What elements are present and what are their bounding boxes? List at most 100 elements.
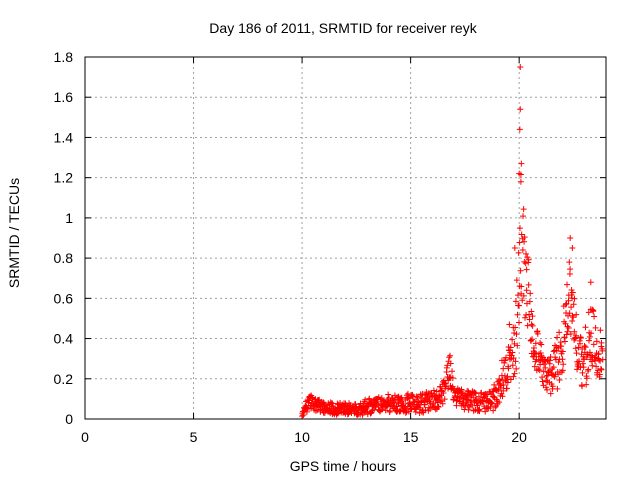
chart-title: Day 186 of 2011, SRMTID for receiver rey… <box>209 20 477 36</box>
data-point <box>585 309 592 316</box>
plot-frame <box>84 56 607 420</box>
data-point <box>597 327 604 334</box>
data-point <box>571 295 578 302</box>
data-point <box>567 266 574 273</box>
data-point <box>567 330 574 337</box>
data-point <box>573 332 580 339</box>
data-point <box>544 372 551 379</box>
data-point <box>561 338 568 345</box>
data-point <box>559 348 566 355</box>
data-point <box>492 404 499 411</box>
data-point <box>517 267 524 274</box>
data-point <box>586 349 593 356</box>
data-point <box>421 401 428 408</box>
data-point <box>513 331 520 338</box>
y-tick-label: 0.8 <box>54 250 74 266</box>
data-point <box>568 287 575 294</box>
x-tick-label: 10 <box>294 429 310 445</box>
data-point <box>390 397 397 404</box>
data-point <box>513 365 520 372</box>
data-point <box>522 250 529 257</box>
data-point <box>569 318 576 324</box>
data-point <box>577 334 584 341</box>
y-tick-label: 1.2 <box>54 170 74 186</box>
y-tick-label: 1.8 <box>54 49 74 65</box>
data-point <box>521 258 528 265</box>
data-point <box>528 308 535 315</box>
data-point <box>591 313 598 320</box>
data-point <box>564 323 571 330</box>
data-point <box>529 336 536 343</box>
data-point <box>596 371 603 378</box>
data-point <box>509 362 516 369</box>
data-point <box>588 352 595 359</box>
data-point <box>559 367 566 374</box>
data-point <box>549 383 556 390</box>
data-point <box>334 400 341 407</box>
data-point <box>583 381 590 388</box>
data-point <box>521 234 528 241</box>
data-point <box>525 256 532 263</box>
data-point <box>592 324 599 331</box>
data-point <box>443 364 450 371</box>
data-point <box>542 364 549 371</box>
data-point <box>587 279 594 286</box>
x-tick-label: 20 <box>511 429 527 445</box>
data-point <box>470 394 477 401</box>
data-point <box>599 356 606 363</box>
data-point <box>562 301 569 308</box>
y-tick-label: 1.6 <box>54 89 74 105</box>
data-point <box>312 407 319 414</box>
data-point <box>447 352 454 359</box>
data-point <box>314 407 321 414</box>
data-point <box>507 344 514 351</box>
data-point <box>511 245 518 252</box>
data-point <box>441 396 448 403</box>
data-point <box>504 373 511 380</box>
data-point <box>506 356 513 363</box>
data-point <box>500 365 507 372</box>
data-point <box>382 407 389 414</box>
data-point <box>518 283 525 290</box>
x-tick-label: 0 <box>81 429 89 445</box>
data-point <box>499 393 506 400</box>
data-point <box>303 408 310 415</box>
data-point <box>556 377 563 384</box>
data-point <box>475 393 482 400</box>
data-point <box>556 329 563 336</box>
data-point <box>543 377 550 384</box>
data-point <box>520 292 527 299</box>
data-point <box>503 385 510 392</box>
data-point <box>502 354 509 361</box>
data-point <box>514 311 521 318</box>
data-point <box>595 350 602 357</box>
y-tick-label: 1.4 <box>54 129 74 145</box>
data-point <box>566 259 573 266</box>
data-point <box>516 239 523 246</box>
data-point <box>387 407 394 414</box>
data-point <box>513 277 520 284</box>
y-tick-label: 0.2 <box>54 371 74 387</box>
data-point <box>547 390 554 397</box>
data-point <box>518 231 525 238</box>
data-point <box>412 397 419 404</box>
data-point <box>534 330 541 337</box>
data-point <box>517 178 524 185</box>
data-point <box>570 301 577 308</box>
data-point <box>406 395 413 402</box>
data-point <box>530 345 537 352</box>
data-point <box>592 354 599 361</box>
data-point <box>525 281 532 288</box>
data-point <box>435 403 442 410</box>
data-point <box>598 339 605 346</box>
data-point <box>471 389 478 396</box>
data-point <box>586 337 593 344</box>
data-point <box>512 358 519 365</box>
data-point <box>439 400 446 407</box>
data-point <box>491 381 498 388</box>
data-point <box>517 106 524 113</box>
data-point <box>564 328 571 335</box>
data-point <box>469 402 476 409</box>
data-point <box>588 330 595 337</box>
data-point <box>518 160 525 167</box>
